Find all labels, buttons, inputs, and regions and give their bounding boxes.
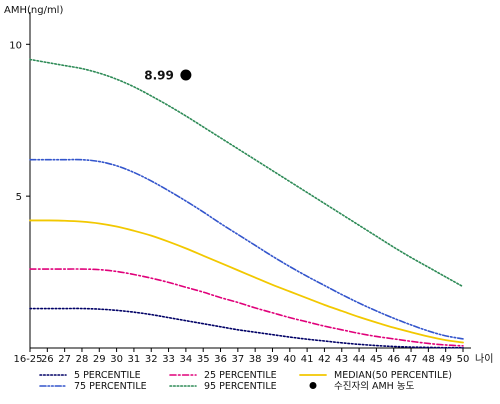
x-tick-label: 50 [457, 354, 470, 365]
series-line-95-percentile [29, 58, 464, 288]
series-layer [29, 58, 464, 349]
y-tick-label: 5 [16, 192, 22, 203]
x-tick-label: 35 [197, 354, 210, 365]
legend-label: 수진자의 AMH 농도 [334, 381, 415, 392]
x-tick-label: 39 [266, 354, 279, 365]
x-tick-label: 48 [422, 354, 435, 365]
legend-label: 95 PERCENTILE [204, 381, 277, 392]
legend-point-marker [309, 382, 317, 389]
x-tick-label: 40 [283, 354, 296, 365]
x-axis-label: 나이 [475, 353, 493, 365]
x-tick-label: 33 [162, 354, 175, 365]
y-axis-label: AMH(ng/ml) [4, 5, 63, 16]
series-line-median-50-percentile [29, 219, 464, 344]
x-tick-label: 44 [353, 354, 366, 365]
x-tick-label: 43 [335, 354, 348, 365]
x-tick-label: 26 [41, 354, 54, 365]
x-tick-label: 28 [76, 354, 89, 365]
x-tick-label: 29 [93, 354, 106, 365]
x-tick-label: 47 [405, 354, 418, 365]
x-tick-label: 41 [301, 354, 314, 365]
x-tick-label: 46 [387, 354, 400, 365]
x-tick-label: 38 [249, 354, 262, 365]
x-tick-label: 31 [128, 354, 141, 365]
x-tick-label: 34 [180, 354, 193, 365]
x-tick-label: 42 [318, 354, 331, 365]
series-line-5-percentile [29, 307, 464, 349]
x-tick-label: 30 [110, 354, 123, 365]
patient-amh-point [180, 69, 192, 81]
legend-label: MEDIAN(50 PERCENTILE) [334, 370, 452, 381]
patient-point-layer: 8.99 [144, 68, 192, 82]
patient-amh-value-label: 8.99 [144, 68, 174, 82]
x-tick-label: 37 [231, 354, 244, 365]
x-tick-label: 36 [214, 354, 227, 365]
legend-label: 75 PERCENTILE [74, 381, 147, 392]
x-tick-label: 49 [439, 354, 452, 365]
legend: 5 PERCENTILE 25 PERCENTILE MEDIAN(50 PERCE… [39, 370, 452, 392]
x-tick-label: 32 [145, 354, 158, 365]
x-tick-label: 16-25 [13, 354, 42, 365]
y-tick-label: 10 [9, 40, 22, 51]
x-tick-label: 45 [370, 354, 383, 365]
series-line-75-percentile [29, 158, 464, 340]
legend-label: 5 PERCENTILE [74, 370, 141, 381]
x-tick-label: 27 [58, 354, 71, 365]
series-line-25-percentile [29, 268, 464, 347]
legend-label: 25 PERCENTILE [204, 370, 277, 381]
